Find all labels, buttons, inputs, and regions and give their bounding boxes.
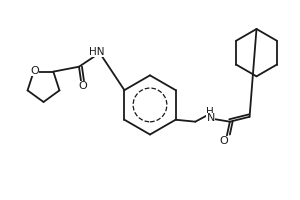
Text: O: O xyxy=(79,81,87,91)
Text: O: O xyxy=(220,136,228,146)
Text: H: H xyxy=(206,107,214,117)
Text: HN: HN xyxy=(89,47,104,57)
Text: O: O xyxy=(30,66,39,76)
Text: N: N xyxy=(207,113,215,123)
